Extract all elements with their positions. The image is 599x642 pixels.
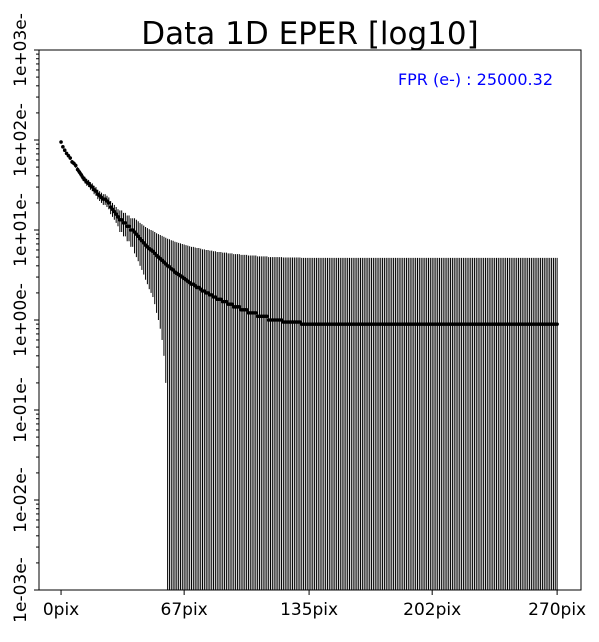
data-point-29 bbox=[112, 209, 117, 214]
chart-title: Data 1D EPER [log10] bbox=[141, 16, 478, 52]
data-point-101 bbox=[244, 307, 249, 312]
data-point-2 bbox=[62, 148, 67, 153]
data-point-112 bbox=[265, 314, 269, 319]
y-axis: 1e-03e- 1e-02e- 1e-01e- 1e+00e- 1e+01e- 1e+02… bbox=[11, 13, 39, 623]
data-point-106 bbox=[254, 311, 258, 315]
data-point-15 bbox=[86, 181, 91, 186]
data-point-8 bbox=[73, 163, 78, 168]
y-tick-label-6: 1e+03e- bbox=[11, 13, 31, 87]
fpr-annotation: FPR (e-) : 25000.32 bbox=[398, 70, 553, 89]
data-point-9 bbox=[75, 167, 80, 172]
x-tick-label-1: 67pix bbox=[161, 600, 208, 620]
y-tick-label-5: 1e+02e- bbox=[11, 103, 31, 177]
x-tick-label-0: 0pix bbox=[43, 600, 79, 620]
data-point-11 bbox=[79, 173, 84, 177]
data-point-17 bbox=[90, 185, 95, 189]
data-point-10 bbox=[77, 170, 82, 174]
y-tick-label-3: 1e+00e- bbox=[11, 283, 31, 357]
data-point-5 bbox=[68, 156, 73, 160]
data-point-30 bbox=[114, 212, 118, 216]
data-point-90 bbox=[224, 299, 229, 304]
errorbar-layer bbox=[60, 140, 558, 590]
data-point-37 bbox=[127, 224, 131, 229]
y-tick-label-4: 1e+01e- bbox=[11, 193, 31, 267]
marker-layer bbox=[59, 140, 559, 326]
y-tick-label-0: 1e-03e- bbox=[11, 557, 31, 623]
y-tick-label-1: 1e-02e- bbox=[11, 467, 31, 533]
data-point-97 bbox=[237, 305, 242, 309]
data-point-35 bbox=[123, 221, 128, 225]
data-point-0 bbox=[59, 140, 63, 144]
x-axis: 0pix 67pix 135pix 202pix 270pix bbox=[43, 590, 586, 620]
x-tick-label-3: 202pix bbox=[403, 600, 461, 620]
y-tick-label-2: 1e-01e- bbox=[11, 377, 31, 443]
data-point-270 bbox=[555, 322, 559, 326]
x-tick-label-2: 135pix bbox=[280, 600, 338, 620]
data-point-26 bbox=[107, 201, 111, 205]
data-point-1 bbox=[61, 145, 65, 149]
data-point-93 bbox=[230, 302, 234, 306]
data-point-19 bbox=[94, 189, 98, 193]
data-point-33 bbox=[119, 217, 124, 222]
x-tick-label-4: 270pix bbox=[528, 600, 586, 620]
data-point-31 bbox=[116, 215, 120, 219]
